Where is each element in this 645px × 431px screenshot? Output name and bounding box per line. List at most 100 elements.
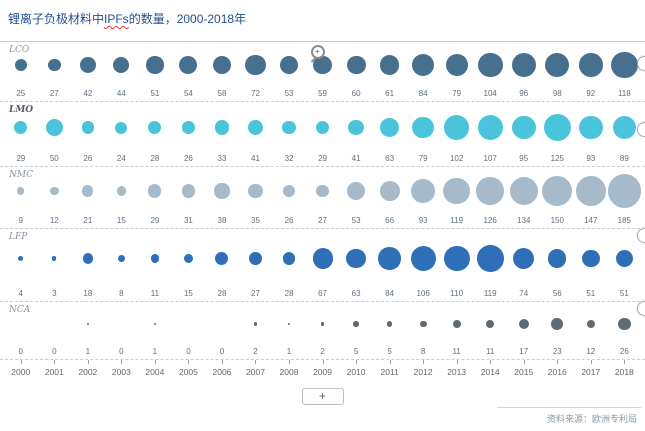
bubble-nmc-2006[interactable]	[214, 183, 230, 199]
bubble-lco-2016[interactable]	[545, 52, 570, 78]
bubble-lmo-2016[interactable]	[543, 113, 571, 142]
bubble-nmc-2007[interactable]	[248, 183, 263, 199]
value-label: 67	[318, 289, 327, 298]
bubble-lfp-2015[interactable]	[513, 247, 535, 270]
bubble-lco-2004[interactable]	[146, 56, 164, 74]
bubble-nmc-2001[interactable]	[50, 186, 59, 196]
bubble-lco-2008[interactable]	[280, 56, 298, 74]
bubble-lfp-2016[interactable]	[548, 249, 567, 268]
row-drag-handle[interactable]	[637, 56, 645, 71]
bubble-lfp-2004[interactable]	[150, 254, 159, 263]
bubble-lmo-2011[interactable]	[379, 117, 400, 138]
bubble-lmo-2012[interactable]	[412, 116, 435, 139]
bubble-lco-2005[interactable]	[179, 56, 198, 74]
bubble-lfp-2017[interactable]	[582, 249, 600, 268]
bubble-lco-2001[interactable]	[47, 58, 61, 72]
bubble-nmc-2017[interactable]	[575, 176, 606, 206]
axis-tick	[87, 360, 89, 364]
bubble-nca-2010[interactable]	[353, 321, 359, 327]
bubble-nmc-2013[interactable]	[443, 177, 471, 205]
bubble-lco-2017[interactable]	[579, 53, 603, 77]
bubble-nca-2017[interactable]	[586, 319, 596, 329]
bubble-nca-2018[interactable]	[618, 317, 631, 331]
magnifier-icon[interactable]: +	[310, 45, 329, 63]
bubble-nca-2014[interactable]	[486, 319, 495, 329]
bubble-nmc-2000[interactable]	[17, 187, 25, 195]
bubble-lfp-2009[interactable]	[312, 248, 333, 269]
bubble-lmo-2004[interactable]	[148, 121, 162, 134]
bubble-lmo-2014[interactable]	[477, 114, 503, 141]
bubble-lmo-2005[interactable]	[182, 121, 195, 134]
bubble-nca-2013[interactable]	[452, 319, 461, 329]
bubble-lmo-2003[interactable]	[115, 121, 128, 134]
bubble-lfp-2006[interactable]	[215, 252, 229, 265]
bubble-lmo-2007[interactable]	[247, 119, 264, 136]
bubble-lfp-2013[interactable]	[443, 245, 470, 272]
bubble-nca-2016[interactable]	[551, 318, 564, 330]
bubble-lfp-2018[interactable]	[615, 249, 634, 268]
bubble-lfp-2011[interactable]	[378, 247, 401, 270]
bubble-lmo-2017[interactable]	[578, 115, 603, 140]
bubble-nmc-2011[interactable]	[379, 181, 400, 201]
bubble-lfp-2010[interactable]	[346, 248, 366, 269]
bubble-nmc-2009[interactable]	[316, 184, 329, 198]
bubble-lmo-2000[interactable]	[14, 120, 28, 135]
bubble-lfp-2008[interactable]	[282, 252, 296, 265]
expand-button[interactable]: +	[301, 388, 344, 405]
bubble-nca-2002[interactable]	[86, 322, 90, 326]
bubble-lmo-2009[interactable]	[315, 120, 330, 135]
bubble-lmo-2018[interactable]	[612, 115, 636, 140]
value-label: 26	[183, 154, 193, 163]
bubble-lfp-2005[interactable]	[183, 253, 194, 264]
bubble-nmc-2018[interactable]	[607, 174, 641, 208]
bubble-lfp-2000[interactable]	[18, 256, 24, 261]
row-drag-handle[interactable]	[637, 122, 645, 137]
bubble-nca-2007[interactable]	[253, 322, 258, 326]
row-drag-handle[interactable]	[637, 228, 645, 243]
bubble-nmc-2010[interactable]	[347, 182, 365, 200]
bubble-lco-2018[interactable]	[611, 51, 638, 79]
bubble-lco-2009[interactable]	[313, 55, 332, 75]
bubble-lmo-2006[interactable]	[214, 120, 229, 135]
bubble-nmc-2016[interactable]	[542, 176, 573, 206]
bubble-nca-2015[interactable]	[518, 318, 529, 330]
bubble-lmo-2001[interactable]	[45, 118, 63, 137]
row-drag-handle[interactable]	[637, 301, 645, 316]
bubble-lco-2012[interactable]	[411, 53, 435, 77]
bubble-lfp-2002[interactable]	[82, 253, 94, 264]
bubble-lco-2006[interactable]	[212, 55, 232, 75]
bubble-nmc-2012[interactable]	[411, 179, 435, 203]
bubble-lmo-2002[interactable]	[81, 121, 95, 134]
bubble-nmc-2002[interactable]	[82, 185, 94, 197]
bubble-lco-2002[interactable]	[79, 57, 96, 73]
bubble-lfp-2003[interactable]	[117, 255, 125, 262]
bubble-nmc-2005[interactable]	[181, 184, 196, 198]
bubble-lfp-2014[interactable]	[476, 245, 504, 272]
bubble-nmc-2014[interactable]	[476, 177, 504, 205]
bubble-nca-2012[interactable]	[419, 320, 427, 328]
bubble-nmc-2003[interactable]	[116, 186, 127, 196]
bubble-lfp-2001[interactable]	[52, 256, 57, 261]
bubble-nmc-2008[interactable]	[282, 184, 296, 198]
bubble-lco-2011[interactable]	[380, 55, 400, 75]
bubble-lmo-2015[interactable]	[511, 115, 536, 140]
bubble-nca-2008[interactable]	[287, 322, 291, 326]
bubble-lco-2007[interactable]	[245, 54, 266, 76]
year-label: 2018	[608, 360, 642, 384]
bubble-nmc-2015[interactable]	[509, 176, 538, 206]
bubble-lco-2015[interactable]	[511, 53, 536, 77]
bubble-lco-2010[interactable]	[346, 55, 366, 75]
bubble-nca-2011[interactable]	[386, 321, 393, 327]
bubble-lmo-2010[interactable]	[348, 119, 364, 136]
bubble-lco-2003[interactable]	[113, 56, 130, 74]
bubble-lmo-2008[interactable]	[282, 120, 296, 135]
bubble-lco-2014[interactable]	[477, 52, 503, 78]
bubble-lmo-2013[interactable]	[444, 115, 470, 140]
bubble-nca-2004[interactable]	[153, 322, 157, 326]
bubble-lfp-2012[interactable]	[410, 245, 436, 272]
bubble-lco-2000[interactable]	[14, 58, 27, 72]
bubble-lfp-2007[interactable]	[249, 252, 262, 265]
bubble-lco-2013[interactable]	[445, 54, 468, 76]
bubble-nmc-2004[interactable]	[148, 184, 162, 198]
bubble-nca-2009[interactable]	[320, 322, 325, 326]
